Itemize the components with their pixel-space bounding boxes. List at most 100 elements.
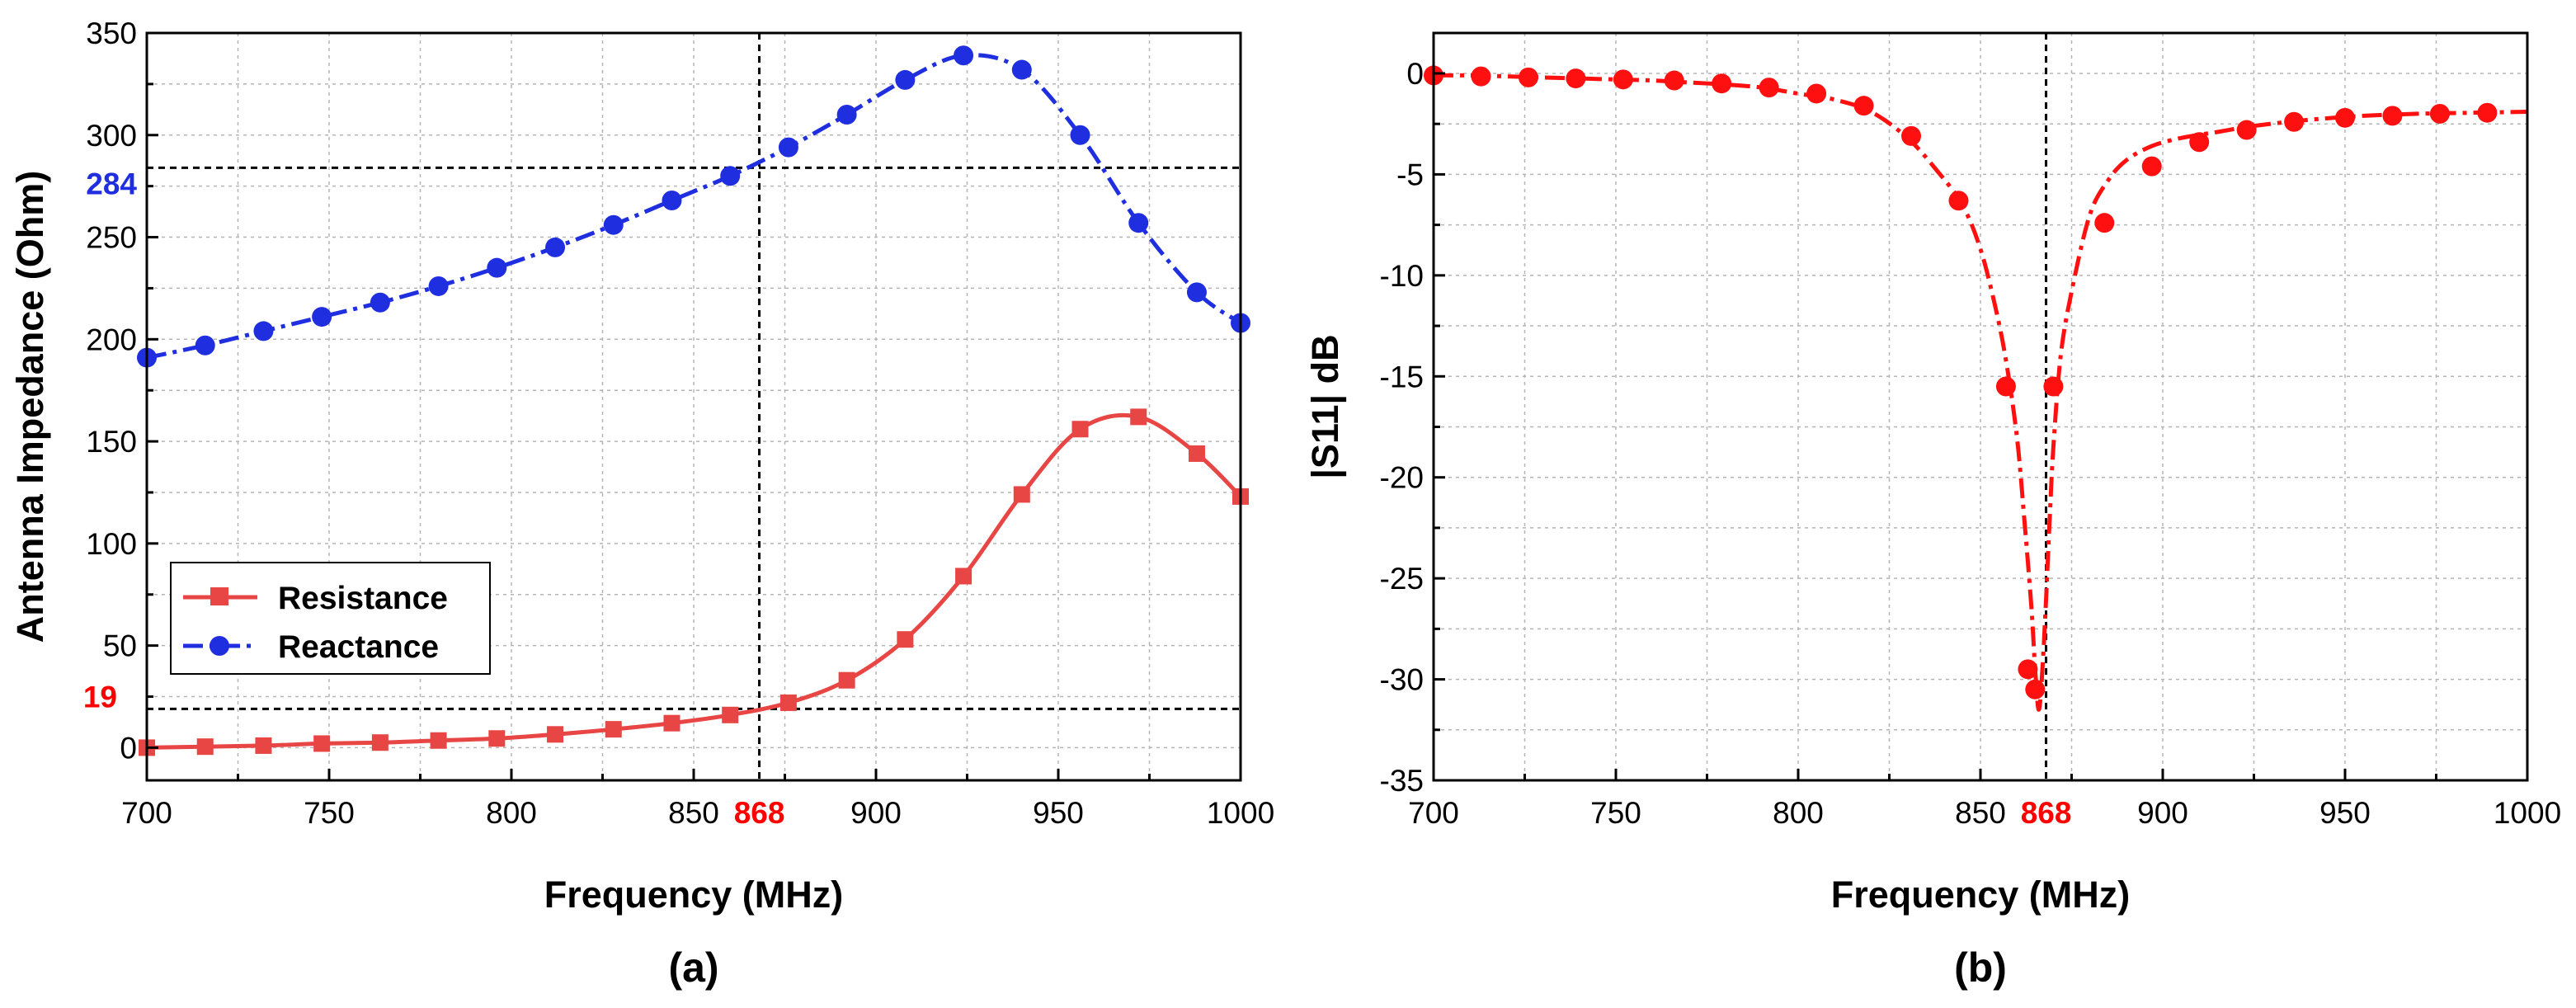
panel-a-resistance-point — [897, 631, 914, 648]
panel-a-reactance-point — [487, 257, 507, 278]
panel-a-reactance-point — [836, 105, 857, 125]
panel-a-resistance-point — [196, 738, 214, 756]
panel-b-ticks: 700 750 800 850 900 950 1000 0 -5 -10 -15 -20 -25 -30… — [1380, 57, 2562, 830]
panel-a-y-tick-label: 100 — [86, 527, 137, 561]
legend-resistance-label: Resistance — [278, 581, 448, 616]
panel-b-s11-point — [1712, 73, 1732, 94]
panel-a-resistance-point — [371, 734, 389, 751]
panel-a-resistance-point — [605, 721, 622, 738]
panel-a-reactance-point — [1128, 213, 1149, 233]
panel-b-s11-point — [1759, 78, 1779, 98]
panel-a-resistance-point — [1071, 421, 1089, 438]
panel-a-x-tick-label: 1000 — [1207, 796, 1274, 830]
panel-a-x-tick-label: 700 — [121, 796, 172, 830]
panel-a-x-tick-label: 950 — [1033, 796, 1084, 830]
panel-b-x-tick-label: 950 — [2319, 796, 2371, 830]
panel-b-x-tick-label: 900 — [2137, 796, 2188, 830]
panel-a-x-tick-label: 750 — [304, 796, 355, 830]
panel-a-x-tick-label: 800 — [486, 796, 537, 830]
panel-a-reactance-point — [370, 292, 390, 313]
panel-a-resistance-point — [1130, 408, 1147, 426]
panel-a-y-tick-label: 150 — [86, 425, 137, 459]
panel-b-x-tick-label: 700 — [1408, 796, 1459, 830]
panel-b-s11-point — [2094, 213, 2115, 233]
panel-b-s11-point — [1471, 66, 1491, 87]
panel-a-resistance-point — [955, 568, 972, 585]
panel-b-s11-point — [1948, 191, 1969, 211]
panel-b-y-tick-label: -25 — [1380, 562, 1424, 596]
panel-a-y-tick-label: 350 — [86, 16, 137, 50]
panel-a-resistance-point — [838, 671, 855, 689]
panel-b-s11-point — [2429, 103, 2450, 124]
panel-a-x-tick-label: 900 — [850, 796, 902, 830]
panel-a-y-tick-label: 250 — [86, 221, 137, 255]
panel-a-y-axis-title: Antenna Impedance (Ohm) — [9, 171, 51, 643]
panel-b-s11-point — [1566, 68, 1586, 89]
panel-a-resistance-point — [722, 706, 739, 723]
panel-a-y-tick-label: 0 — [120, 731, 137, 765]
panel-b-y-tick-label: 0 — [1406, 57, 1424, 91]
panel-b-label: (b) — [1954, 944, 2007, 991]
panel-b-s11-point — [1664, 70, 1684, 91]
panel-a-reactance-point — [954, 45, 974, 66]
panel-b-x-tick-label: 850 — [1955, 796, 2006, 830]
panel-a-reactance-point — [195, 335, 215, 356]
panel-b-s11-point — [1806, 83, 1827, 104]
panel-b-s11-point — [2018, 659, 2038, 680]
legend-box — [170, 562, 491, 675]
panel-b-y-axis-title: |S11| dB — [1304, 334, 1347, 478]
panel-a-reactance-point — [778, 137, 798, 158]
panel-a-reactance-point — [662, 190, 682, 210]
panel-a-y-tick-label: 300 — [86, 119, 137, 153]
panel-b-s11-point — [1518, 67, 1538, 87]
panel-b-s11-point — [1995, 376, 2016, 397]
panel-b-s11-point — [2236, 120, 2257, 140]
panel-b-s11-point — [1853, 96, 1874, 116]
panel-a-reactance-point — [603, 214, 624, 235]
panel-a-resistance-point — [255, 737, 272, 754]
panel-a-series — [137, 45, 1250, 756]
panel-a-reactance-point — [895, 69, 916, 90]
panel-a-y-reference-label-low: 19 — [83, 680, 117, 714]
panel-a-x-axis-title: Frequency (MHz) — [544, 874, 844, 916]
panel-b-s11-point — [2284, 111, 2305, 132]
panel-a-grid — [147, 33, 1241, 780]
panel-b-y-tick-label: -5 — [1396, 158, 1424, 191]
panel-a-y-reference-label-high: 284 — [86, 167, 137, 200]
panel-a-reactance-point — [545, 237, 566, 257]
panel-a-ticks: 700 750 800 850 900 950 1000 0 50 100 150 200 250 300… — [83, 16, 1274, 830]
panel-a-reactance-point — [253, 321, 274, 341]
panel-a-resistance-point — [430, 732, 447, 749]
panel-a-reactance-point — [1011, 59, 1032, 80]
panel-a-reactance-point — [312, 307, 332, 327]
panel-b-s11-point — [2382, 106, 2403, 126]
panel-a-resistance-point — [547, 726, 564, 743]
panel-b-y-tick-label: -30 — [1380, 663, 1424, 697]
panel-b-series — [1424, 65, 2527, 712]
legend-reactance-marker — [210, 636, 229, 656]
panel-b-s11-point — [2335, 107, 2355, 128]
panel-a-resistance-point — [1013, 486, 1030, 503]
panel-a-x-tick-label: 850 — [668, 796, 719, 830]
panel-b-s11-point — [2189, 132, 2210, 153]
legend-reactance-label: Reactance — [278, 629, 439, 665]
panel-b-y-tick-label: -20 — [1380, 461, 1424, 495]
panel-b-s11-point — [2025, 679, 2046, 699]
panel-a: 700 750 800 850 900 950 1000 0 50 100 150 200 250 300… — [9, 16, 1274, 991]
panel-b-x-tick-label: 750 — [1590, 796, 1641, 830]
panel-b-y-tick-label: -15 — [1380, 360, 1424, 393]
panel-b-y-tick-label: -35 — [1380, 764, 1424, 798]
panel-a-reactance-point — [720, 166, 741, 186]
panel-a-reactance-point — [428, 276, 449, 296]
panel-a-label: (a) — [668, 944, 718, 991]
panel-a-resistance-point — [779, 694, 797, 711]
panel-a-resistance-point — [663, 714, 680, 732]
panel-a-resistance-point — [313, 735, 331, 752]
panel-a-reactance-point — [1186, 282, 1207, 303]
panel-a-y-tick-label: 200 — [86, 323, 137, 356]
legend-resistance-marker — [210, 587, 228, 605]
panel-b-s11-point — [1613, 69, 1633, 90]
panel-b-x-tick-label: 1000 — [2494, 796, 2561, 830]
panel-b-s11-point — [2043, 376, 2064, 397]
